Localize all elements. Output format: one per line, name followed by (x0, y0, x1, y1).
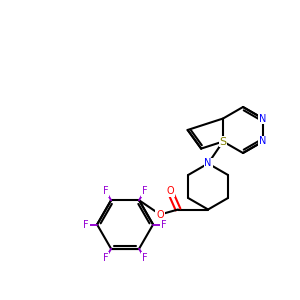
Text: F: F (103, 253, 108, 263)
Text: F: F (103, 186, 108, 196)
Text: S: S (220, 136, 226, 146)
Text: N: N (259, 113, 267, 124)
Text: N: N (204, 158, 212, 169)
Text: N: N (259, 136, 267, 146)
Text: F: F (83, 220, 89, 230)
Text: F: F (142, 253, 147, 263)
Text: O: O (166, 187, 174, 196)
Text: F: F (161, 220, 167, 230)
Text: O: O (156, 209, 164, 220)
Text: F: F (142, 186, 147, 196)
